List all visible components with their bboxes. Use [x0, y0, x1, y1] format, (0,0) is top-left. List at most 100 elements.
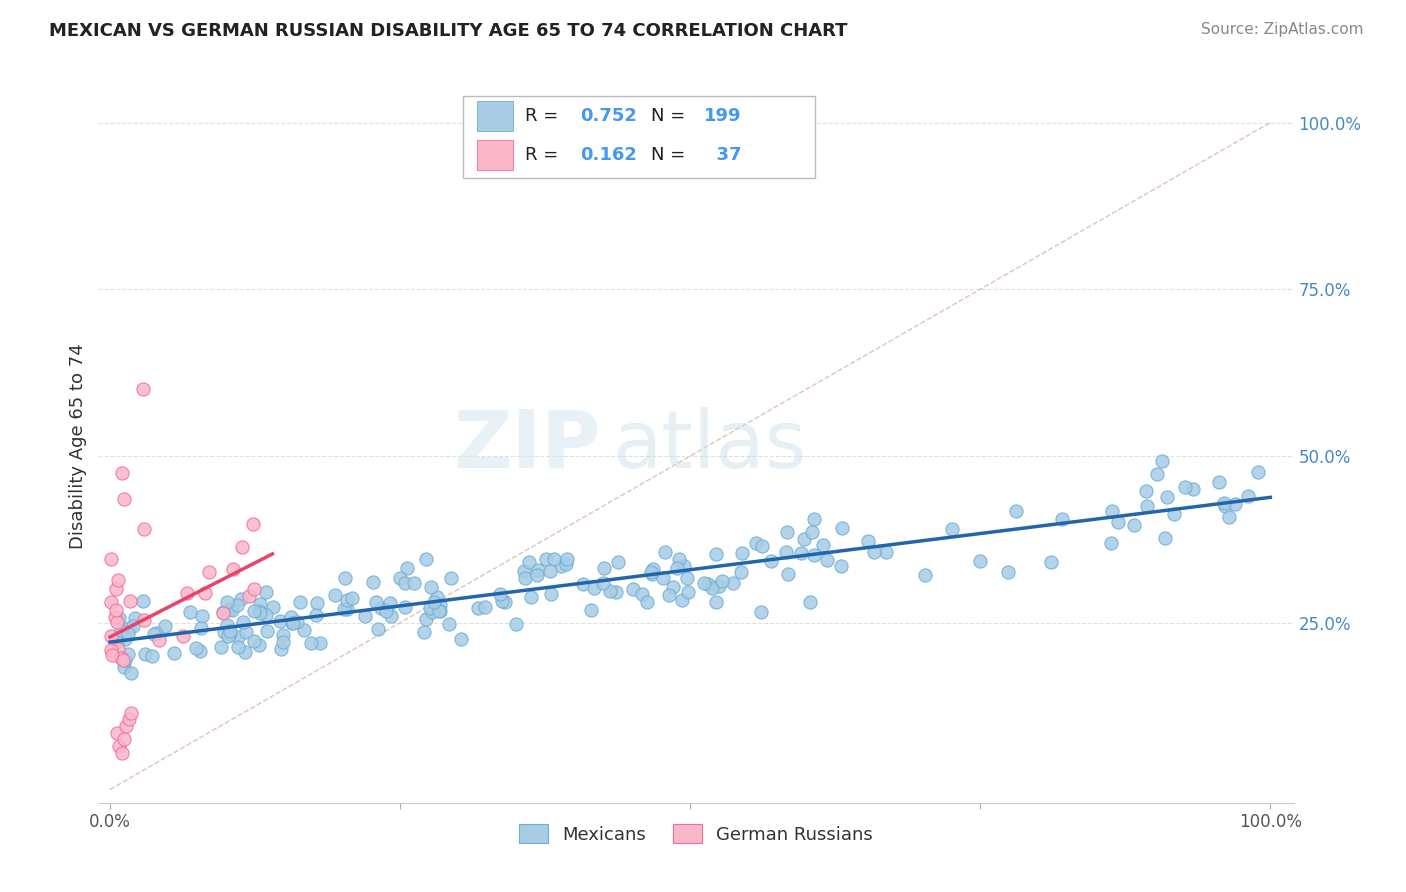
Point	[415, 612, 437, 626]
Point	[131, 382, 153, 396]
FancyBboxPatch shape	[477, 101, 513, 131]
Point	[226, 598, 249, 612]
Point	[640, 565, 662, 579]
Point	[243, 633, 266, 648]
Point	[217, 595, 239, 609]
Point	[941, 523, 963, 537]
Point	[707, 579, 730, 593]
Point	[217, 617, 239, 632]
Point	[662, 580, 685, 594]
Point	[110, 651, 132, 665]
Point	[704, 595, 727, 609]
Point	[153, 619, 176, 633]
Point	[290, 595, 312, 609]
Point	[815, 553, 838, 567]
Point	[100, 643, 122, 657]
Point	[875, 544, 897, 558]
Point	[799, 594, 821, 608]
Point	[112, 492, 135, 507]
Point	[117, 647, 139, 661]
Point	[1208, 475, 1230, 489]
Point	[730, 565, 752, 579]
Point	[621, 582, 644, 596]
Point	[309, 636, 332, 650]
Point	[550, 558, 572, 573]
Text: R =: R =	[524, 107, 564, 125]
Point	[673, 558, 696, 573]
Point	[176, 586, 198, 600]
Point	[118, 593, 141, 607]
Point	[120, 666, 142, 681]
Point	[141, 649, 163, 664]
Point	[641, 562, 664, 576]
Point	[641, 567, 664, 582]
Point	[172, 629, 194, 643]
Point	[131, 593, 153, 607]
Point	[217, 629, 239, 643]
Point	[222, 562, 245, 576]
Point	[254, 607, 277, 622]
Point	[107, 635, 129, 649]
Point	[599, 583, 621, 598]
FancyBboxPatch shape	[477, 140, 513, 170]
Point	[232, 615, 254, 629]
Point	[112, 660, 135, 674]
Point	[107, 573, 129, 587]
Point	[520, 591, 543, 605]
Point	[122, 619, 145, 633]
Point	[605, 585, 627, 599]
Point	[1136, 499, 1159, 513]
Point	[112, 652, 135, 666]
Point	[305, 607, 328, 622]
Point	[534, 552, 557, 566]
Point	[194, 586, 217, 600]
Point	[863, 545, 886, 559]
Point	[429, 599, 451, 613]
Point	[114, 632, 136, 646]
Point	[1040, 555, 1063, 569]
Point	[118, 621, 141, 635]
Point	[450, 632, 472, 646]
Point	[803, 548, 825, 562]
Point	[380, 596, 402, 610]
Point	[219, 627, 242, 641]
Point	[354, 609, 377, 624]
Point	[538, 564, 561, 578]
Point	[335, 571, 357, 585]
Point	[105, 582, 128, 596]
Point	[191, 608, 214, 623]
Text: atlas: atlas	[613, 407, 807, 485]
Point	[394, 576, 416, 591]
Point	[247, 604, 270, 618]
Point	[219, 602, 242, 616]
Point	[231, 541, 253, 555]
Point	[710, 574, 733, 589]
Point	[1005, 504, 1028, 518]
Point	[420, 580, 443, 594]
Point	[249, 598, 271, 612]
Text: ZIP: ZIP	[453, 407, 600, 485]
Point	[1146, 467, 1168, 482]
Point	[389, 570, 412, 584]
Point	[212, 606, 235, 620]
Point	[271, 634, 294, 648]
Point	[336, 593, 359, 607]
Point	[630, 587, 652, 601]
Point	[190, 621, 212, 635]
Point	[107, 615, 129, 629]
Point	[110, 624, 132, 638]
Point	[111, 466, 134, 480]
Point	[1135, 483, 1157, 498]
Point	[693, 576, 716, 591]
Point	[489, 587, 512, 601]
Point	[423, 595, 446, 609]
Point	[394, 600, 416, 615]
Point	[676, 571, 699, 585]
Point	[557, 551, 579, 566]
Point	[700, 581, 723, 595]
Point	[340, 591, 363, 606]
Point	[540, 587, 562, 601]
Point	[163, 646, 186, 660]
Point	[803, 512, 825, 526]
Point	[323, 588, 346, 602]
